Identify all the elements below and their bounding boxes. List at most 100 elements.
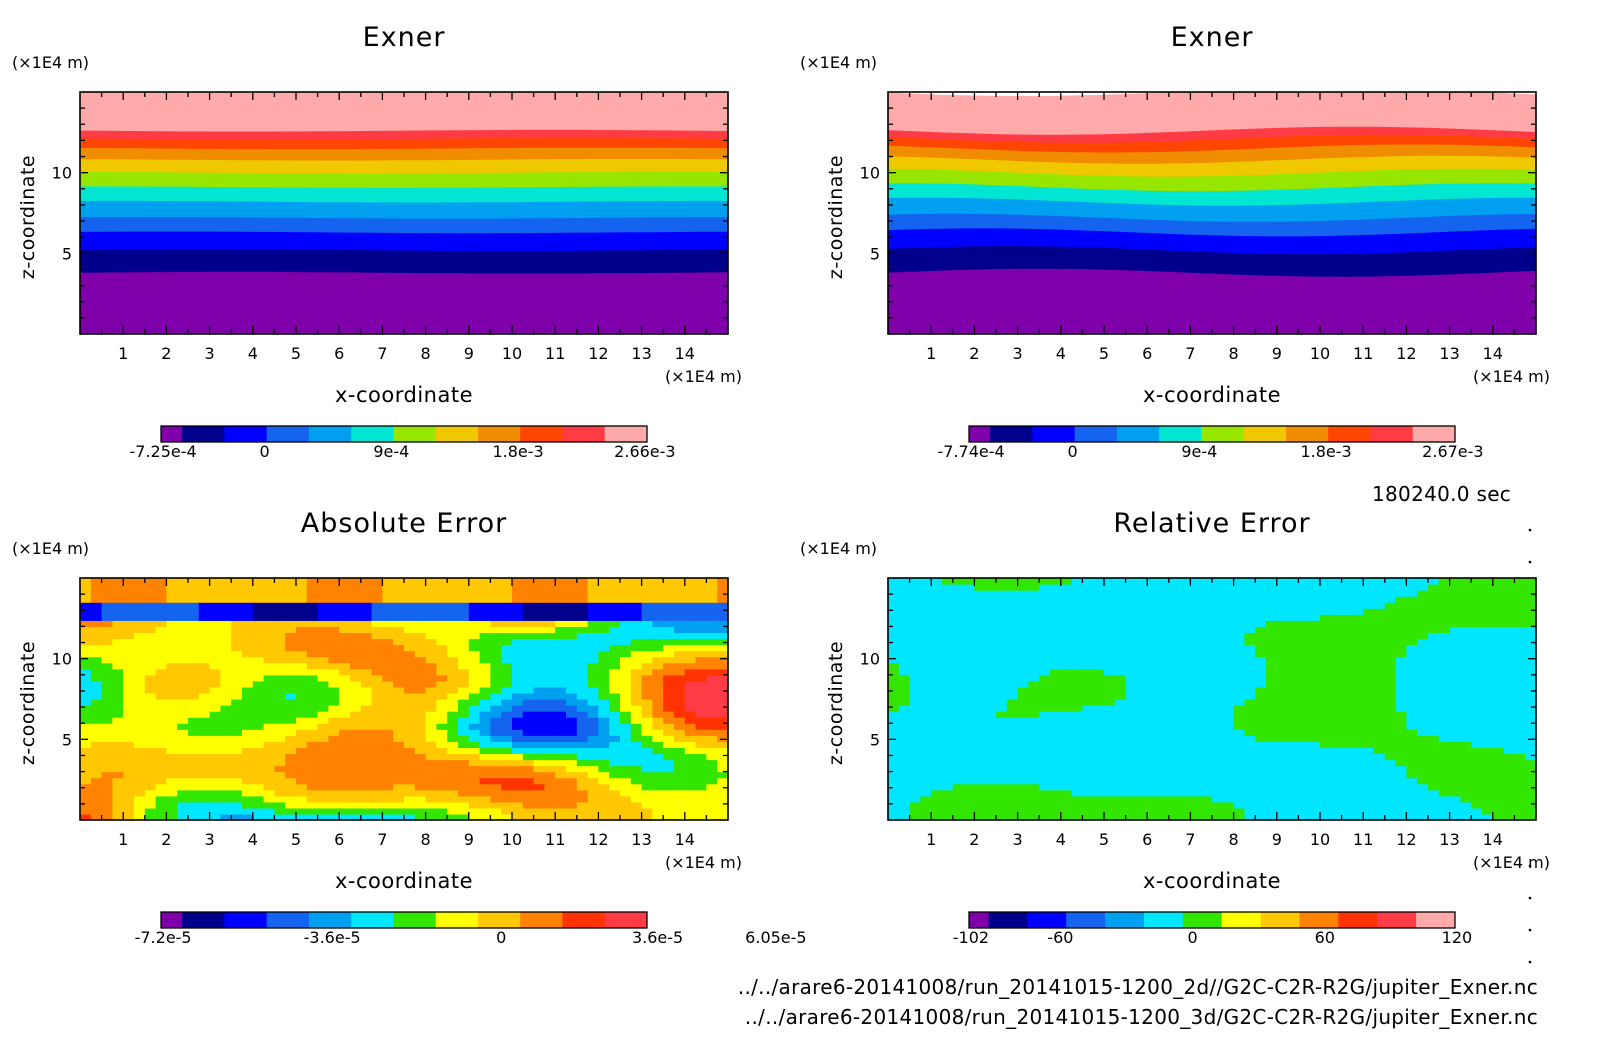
ticks — [888, 578, 1536, 820]
y-tick-label: 10 — [860, 164, 880, 183]
colorbar-label: 9e-4 — [1181, 442, 1217, 461]
margin-dot — [1528, 560, 1532, 564]
x-axis-label: x-coordinate — [1143, 869, 1281, 893]
colorbar-frame — [160, 425, 648, 443]
colorbar-swatch — [182, 426, 225, 442]
x-tick-label: 7 — [1185, 830, 1195, 849]
colorbar-swatch — [308, 912, 352, 928]
x-tick-label: 2 — [161, 344, 171, 363]
x-tick-label: 9 — [464, 344, 474, 363]
x-tick-label: 12 — [588, 830, 608, 849]
colorbar-swatch — [604, 426, 648, 442]
x-tick-label: 13 — [1439, 344, 1459, 363]
x-tick-label: 7 — [377, 830, 387, 849]
colorbar-label: 1.8e-3 — [1300, 442, 1351, 461]
colorbar-swatch — [562, 426, 606, 442]
x-tick-label: 8 — [421, 830, 431, 849]
x-tick-label: 11 — [1353, 830, 1373, 849]
x-tick-label: 5 — [1099, 830, 1109, 849]
plot-area — [888, 92, 1536, 334]
colorbar-swatch — [1243, 426, 1287, 442]
colorbar-swatch — [435, 426, 479, 442]
colorbar-swatch — [1032, 426, 1076, 442]
colorbar-swatch — [1285, 426, 1329, 442]
colorbar-label: 2.67e-3 — [1422, 442, 1483, 461]
colorbar-label: 0 — [1187, 928, 1197, 947]
panel-3: Absolute Error(×1E4 m)(×1E4 m)1 2 3 4 5 6 7 8 9 1… — [12, 508, 807, 947]
colorbar-swatch — [562, 912, 606, 928]
contour-field — [888, 578, 1536, 820]
colorbar-swatch — [969, 426, 991, 442]
x-tick-label: 4 — [1056, 344, 1066, 363]
x-tick-label: 14 — [1483, 830, 1503, 849]
x-tick-label: 3 — [205, 344, 215, 363]
margin-dot — [1528, 896, 1532, 900]
colorbar-swatch — [1105, 912, 1145, 928]
colorbar-label: 0 — [259, 442, 269, 461]
y-axis-label: z-coordinate — [17, 155, 39, 279]
x-tick-label: 7 — [377, 344, 387, 363]
x-unit-label: (×1E4 m) — [1473, 853, 1550, 872]
colorbar-label: -3.6e-5 — [304, 928, 361, 947]
contour-field — [80, 578, 728, 820]
x-tick-label: 3 — [205, 830, 215, 849]
colorbar-swatch — [1143, 912, 1184, 928]
y-axis-label: z-coordinate — [17, 641, 39, 765]
x-tick-label: 9 — [1272, 830, 1282, 849]
colorbar-swatch — [969, 912, 989, 928]
colorbar: -102 -60 0 60 120 — [953, 911, 1473, 947]
colorbar-label: -60 — [1047, 928, 1073, 947]
colorbar-label: 120 — [1442, 928, 1473, 947]
colorbar: -7.25e-4 0 9e-4 1.8e-3 2.66e-3 — [130, 425, 676, 461]
colorbar-label: 60 — [1315, 928, 1335, 947]
y-unit-label: (×1E4 m) — [800, 539, 877, 558]
x-tick-label: 2 — [161, 830, 171, 849]
colorbar-swatch — [604, 912, 648, 928]
colorbar-label: 6.05e-5 — [745, 928, 806, 947]
chart-title: Relative Error — [1113, 508, 1310, 539]
x-tick-label: 5 — [1099, 344, 1109, 363]
x-tick-label: 10 — [502, 830, 522, 849]
colorbar-swatch — [435, 912, 479, 928]
colorbar-frame — [160, 911, 648, 929]
y-tick-label: 10 — [52, 164, 72, 183]
colorbar-label: 0 — [496, 928, 506, 947]
x-tick-label: 14 — [1483, 344, 1503, 363]
colorbar-swatch — [1370, 426, 1414, 442]
x-tick-label: 10 — [502, 344, 522, 363]
colorbar-swatch — [520, 912, 563, 928]
x-tick-label: 1 — [118, 344, 128, 363]
x-tick-label: 8 — [1229, 830, 1239, 849]
colorbar-swatch — [1416, 912, 1456, 928]
file-path-3d: ../../arare6-20141008/run_20141015-1200_… — [744, 1005, 1538, 1029]
colorbar-label: 9e-4 — [373, 442, 409, 461]
x-unit-label: (×1E4 m) — [1473, 367, 1550, 386]
y-tick-label: 5 — [870, 730, 880, 749]
x-tick-label: 14 — [675, 344, 695, 363]
chart-title: Exner — [1171, 22, 1254, 53]
x-tick-label: 7 — [1185, 344, 1195, 363]
x-axis-label: x-coordinate — [335, 383, 473, 407]
colorbar-swatch — [308, 426, 352, 442]
colorbar-swatch — [351, 426, 394, 442]
x-tick-label: 5 — [291, 344, 301, 363]
x-tick-label: 3 — [1013, 830, 1023, 849]
contour-band — [80, 271, 728, 334]
x-tick-label: 8 — [1229, 344, 1239, 363]
colorbar-swatch — [393, 912, 437, 928]
colorbar-label: 1.8e-3 — [492, 442, 543, 461]
colorbar-swatch — [1221, 912, 1261, 928]
plot-area — [888, 578, 1536, 820]
x-tick-label: 4 — [1056, 830, 1066, 849]
colorbar-swatch — [988, 912, 1028, 928]
y-tick-label: 5 — [62, 730, 72, 749]
colorbar-label: 0 — [1067, 442, 1077, 461]
contour-band — [888, 268, 1536, 334]
x-tick-label: 11 — [1353, 344, 1373, 363]
colorbar-label: -102 — [953, 928, 989, 947]
colorbar-swatch — [1116, 426, 1160, 442]
y-axis-label: z-coordinate — [825, 641, 847, 765]
colorbar-swatch — [1412, 426, 1456, 442]
x-tick-label: 13 — [631, 830, 651, 849]
x-tick-label: 11 — [545, 830, 565, 849]
